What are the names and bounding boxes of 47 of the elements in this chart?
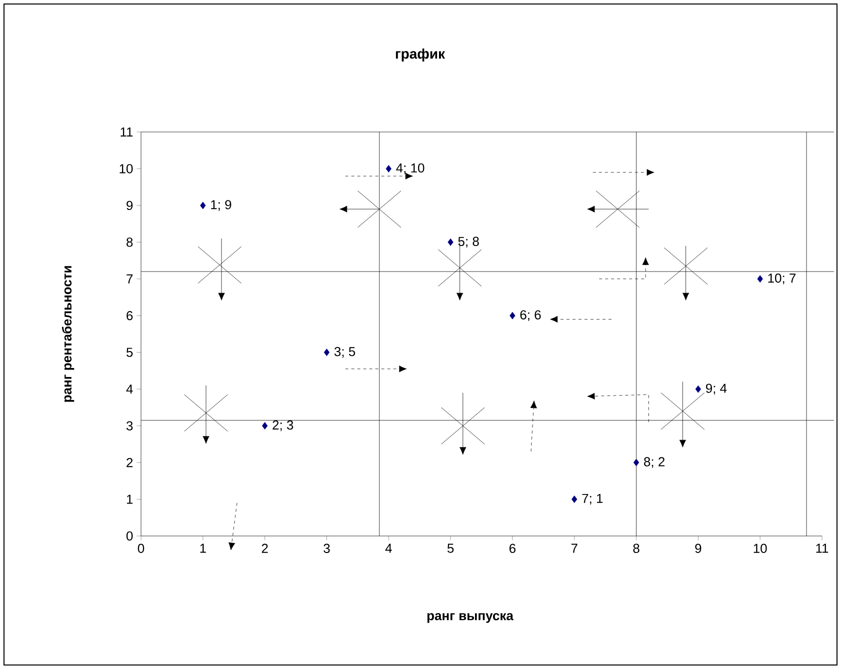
x-tick-label: 3 (324, 544, 330, 553)
x-tick-label: 5 (447, 544, 454, 553)
x-tick-label: 9 (695, 544, 702, 553)
y-tick-label: 8 (126, 238, 133, 247)
x-tick-label: 8 (633, 544, 640, 553)
point (200, 202, 206, 210)
y-tick-label: 6 (126, 311, 133, 320)
chart-title: график (396, 48, 446, 62)
point (757, 275, 763, 283)
x-tick-label: 6 (510, 544, 516, 553)
point (324, 348, 330, 356)
data-label: 3; 5 (334, 346, 356, 358)
point (448, 238, 454, 246)
data-label: 7; 1 (582, 494, 603, 505)
data-label: 1; 9 (211, 200, 232, 211)
point (386, 165, 392, 172)
x-axis-title: ранг выпуска (427, 613, 514, 623)
point (695, 385, 702, 393)
y-tick-label: 11 (120, 128, 133, 136)
data-label: 4; 10 (396, 163, 424, 174)
y-axis-title: ранг рентабельности (62, 266, 74, 402)
y-tick-label: 1 (126, 494, 133, 504)
point (633, 458, 640, 466)
x-tick-label: 2 (262, 544, 268, 553)
y-tick-label: 2 (126, 458, 133, 468)
data-label: 6; 6 (520, 310, 541, 321)
y-tick-label: 7 (126, 274, 133, 284)
y-tick-label: 10 (120, 164, 133, 174)
x-tick-label: 10 (754, 544, 767, 553)
data-label: 10; 7 (768, 274, 796, 284)
point (572, 496, 578, 503)
x-tick-label: 11 (816, 544, 828, 553)
data-label: 2; 3 (272, 420, 294, 432)
y-tick-label: 0 (126, 531, 133, 541)
data-label: 8; 2 (644, 457, 664, 468)
point (262, 422, 268, 430)
point (510, 312, 516, 320)
data-label: 9; 4 (706, 384, 727, 394)
data-label: 5; 8 (458, 236, 479, 248)
x-tick-label: 4 (385, 544, 392, 553)
y-tick-label: 5 (126, 348, 133, 357)
x-tick-label: 7 (571, 544, 578, 553)
x-tick-label: 1 (200, 544, 206, 553)
y-tick-label: 3 (126, 421, 133, 430)
x-tick-label: 0 (138, 544, 144, 553)
y-tick-label: 4 (126, 384, 133, 394)
y-tick-label: 9 (126, 200, 133, 210)
